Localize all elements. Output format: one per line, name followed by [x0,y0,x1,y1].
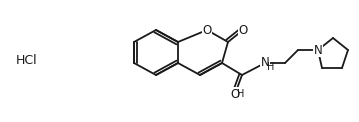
Text: N: N [314,44,322,56]
Text: O: O [230,87,239,101]
Text: N: N [261,56,269,70]
Text: O: O [202,24,211,36]
Text: H: H [237,89,245,99]
Text: HCl: HCl [16,55,38,67]
Text: O: O [238,24,248,36]
Text: H: H [267,62,275,72]
